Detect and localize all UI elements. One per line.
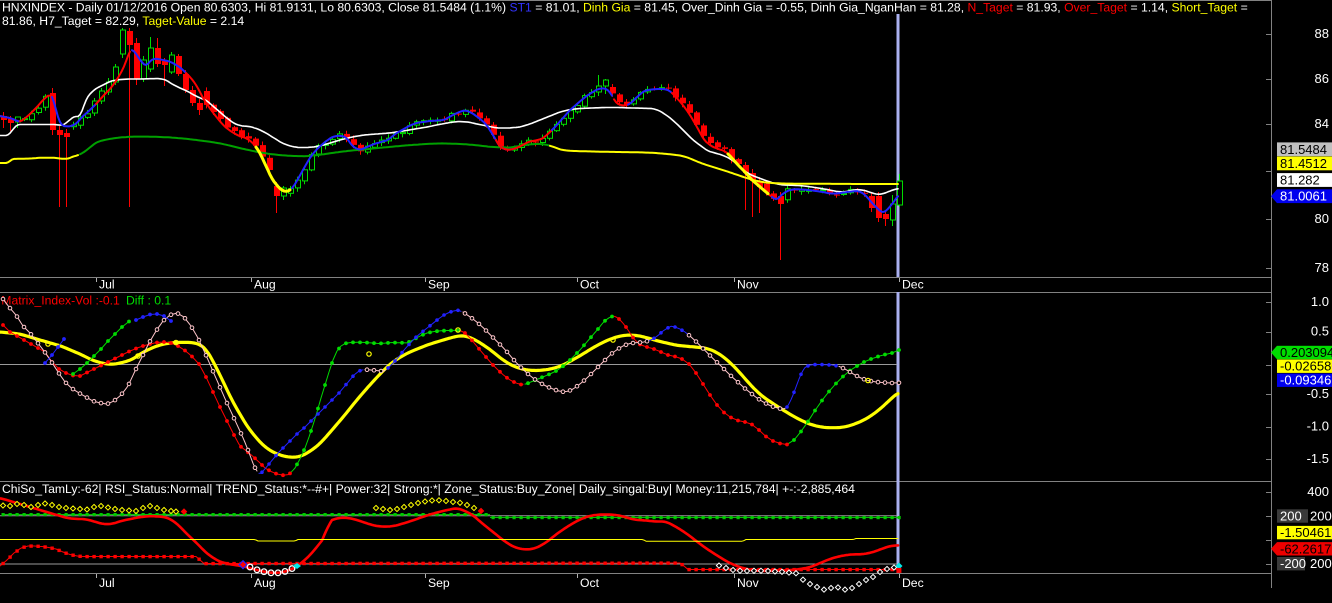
svg-text:81.4512: 81.4512 <box>1280 156 1327 171</box>
svg-text:78: 78 <box>1315 260 1329 275</box>
svg-text:Oct: Oct <box>580 576 600 590</box>
svg-text:Dec: Dec <box>902 576 924 590</box>
svg-text:200: 200 <box>1310 509 1332 524</box>
svg-text:ChiSo_TamLy:-62| RSI_Status:No: ChiSo_TamLy:-62| RSI_Status:Normal| TREN… <box>2 482 855 496</box>
svg-text:Oct: Oct <box>580 278 600 292</box>
svg-text:Jul: Jul <box>99 576 115 590</box>
svg-text:0.203094: 0.203094 <box>1280 345 1332 360</box>
svg-text:Jul: Jul <box>99 278 115 292</box>
svg-text:-0.026580: -0.026580 <box>1280 359 1332 374</box>
svg-text:Diff : 0.1: Diff : 0.1 <box>126 294 171 308</box>
svg-text:Dec: Dec <box>902 278 924 292</box>
svg-text:-1.5: -1.5 <box>1307 451 1329 466</box>
svg-text:86: 86 <box>1315 71 1329 86</box>
svg-text:-62.2617: -62.2617 <box>1280 541 1331 556</box>
svg-text:Sep: Sep <box>428 278 450 292</box>
svg-text:Matrix_Index-Vol :-0.1: Matrix_Index-Vol :-0.1 <box>1 294 120 308</box>
svg-text:0.5: 0.5 <box>1311 324 1329 339</box>
svg-text:81.86, H7_Taget = 82.29, Taget: 81.86, H7_Taget = 82.29, Taget-Value = 2… <box>2 14 244 28</box>
svg-text:-0.093467: -0.093467 <box>1280 373 1332 388</box>
svg-text:Nov: Nov <box>737 576 760 590</box>
svg-text:88: 88 <box>1315 26 1329 41</box>
svg-text:-1.0: -1.0 <box>1307 419 1329 434</box>
svg-text:84: 84 <box>1315 116 1329 131</box>
svg-text:200: 200 <box>1280 509 1302 524</box>
svg-text:400: 400 <box>1307 484 1329 499</box>
svg-text:HNXINDEX - Daily 01/12/2016 Op: HNXINDEX - Daily 01/12/2016 Open 80.6303… <box>2 1 1248 15</box>
svg-text:1.0: 1.0 <box>1311 294 1329 309</box>
svg-text:Aug: Aug <box>254 278 276 292</box>
svg-text:81.0061: 81.0061 <box>1280 189 1327 204</box>
svg-text:Sep: Sep <box>428 576 450 590</box>
svg-text:81.282: 81.282 <box>1280 173 1320 188</box>
svg-text:Nov: Nov <box>737 278 760 292</box>
svg-text:200: 200 <box>1310 556 1332 571</box>
svg-text:80: 80 <box>1315 211 1329 226</box>
svg-text:-1.50461: -1.50461 <box>1280 525 1331 540</box>
svg-text:-0.5: -0.5 <box>1307 386 1329 401</box>
svg-text:-200: -200 <box>1280 556 1306 571</box>
svg-text:81.5484: 81.5484 <box>1280 142 1327 157</box>
svg-text:Aug: Aug <box>254 576 276 590</box>
